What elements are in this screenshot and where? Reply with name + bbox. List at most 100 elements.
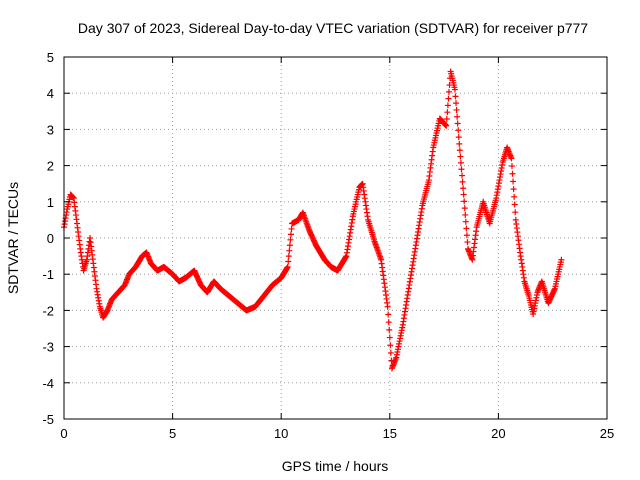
data-point — [557, 259, 564, 266]
data-point — [93, 281, 100, 288]
data-point — [453, 106, 460, 113]
data-point — [453, 100, 460, 107]
data-point — [454, 113, 461, 120]
grid — [64, 57, 607, 419]
data-point — [285, 258, 292, 265]
data-point — [457, 159, 464, 166]
data-point — [492, 197, 499, 204]
data-points — [61, 68, 565, 372]
plot-frame — [63, 56, 608, 420]
data-point — [386, 326, 393, 333]
data-point — [452, 93, 459, 100]
data-point — [464, 239, 471, 246]
data-point — [284, 264, 291, 271]
data-point — [507, 154, 514, 161]
data-point — [516, 245, 523, 252]
data-point — [459, 178, 466, 185]
data-point — [510, 178, 517, 185]
y-tick-label: -4 — [42, 376, 54, 391]
data-point — [76, 241, 83, 248]
data-point — [384, 299, 391, 306]
data-point — [305, 226, 312, 233]
data-point — [73, 216, 80, 223]
data-point — [444, 102, 451, 109]
y-tick-label: -5 — [42, 412, 54, 427]
data-point — [473, 228, 480, 235]
data-point — [342, 254, 349, 261]
data-point — [286, 242, 293, 249]
data-point — [509, 170, 516, 177]
y-tick-label: -1 — [42, 267, 54, 282]
data-point — [455, 127, 462, 134]
data-point — [458, 166, 465, 173]
data-point — [462, 218, 469, 225]
data-point — [86, 238, 93, 245]
data-point — [386, 334, 393, 341]
y-tick-label: -2 — [42, 303, 54, 318]
data-point — [457, 153, 464, 160]
data-point — [399, 324, 406, 331]
data-point — [287, 231, 294, 238]
data-point — [468, 255, 475, 262]
data-point — [425, 179, 432, 186]
data-point — [355, 186, 362, 193]
data-point — [349, 216, 356, 223]
data-point — [444, 109, 451, 116]
y-tick-label: 4 — [47, 86, 54, 101]
data-point — [63, 209, 70, 216]
data-point — [508, 163, 515, 170]
data-point — [533, 292, 540, 299]
data-point — [405, 285, 412, 292]
data-point — [392, 355, 399, 362]
y-tick-label: 0 — [47, 231, 54, 246]
data-point — [385, 311, 392, 318]
data-point — [451, 84, 458, 91]
data-point — [387, 349, 394, 356]
data-point — [371, 236, 378, 243]
data-point — [462, 211, 469, 218]
y-tick-label: 1 — [47, 195, 54, 210]
data-point — [429, 148, 436, 155]
axes: 0 5 10 15 20 25 -5 -4 -3 -2 -1 0 1 2 3 4 5 — [42, 50, 614, 441]
data-point — [418, 205, 425, 212]
data-point — [525, 291, 532, 298]
data-point — [460, 191, 467, 198]
data-point — [456, 147, 463, 154]
data-point — [442, 122, 449, 129]
data-point — [70, 194, 77, 201]
data-point — [512, 209, 519, 216]
x-tick-label: 10 — [274, 426, 288, 441]
data-point — [510, 186, 517, 193]
data-point — [511, 193, 518, 200]
x-tick-label: 20 — [491, 426, 505, 441]
data-point — [456, 140, 463, 147]
y-tick-label: 5 — [47, 50, 54, 65]
y-axis-label: SDTVAR / TECUs — [5, 182, 21, 294]
data-point — [460, 185, 467, 192]
data-point — [463, 232, 470, 239]
x-tick-label: 25 — [600, 426, 614, 441]
data-point — [387, 342, 394, 349]
x-axis-label: GPS time / hours — [282, 458, 389, 474]
data-point — [551, 286, 558, 293]
data-point — [520, 274, 527, 281]
y-tick-label: 3 — [47, 122, 54, 137]
data-point — [288, 225, 295, 232]
data-point — [96, 300, 103, 307]
data-point — [412, 245, 419, 252]
data-point — [286, 247, 293, 254]
y-tick-label: 2 — [47, 159, 54, 174]
data-point — [455, 134, 462, 141]
data-point — [445, 95, 452, 102]
y-tick-label: -3 — [42, 340, 54, 355]
data-point — [511, 201, 518, 208]
data-point — [287, 236, 294, 243]
chart-title: Day 307 of 2023, Sidereal Day-to-day VTE… — [78, 20, 588, 36]
data-point — [461, 205, 468, 212]
x-tick-label: 15 — [383, 426, 397, 441]
data-point — [385, 319, 392, 326]
x-tick-label: 0 — [60, 426, 67, 441]
x-tick-label: 5 — [169, 426, 176, 441]
data-point — [285, 253, 292, 260]
